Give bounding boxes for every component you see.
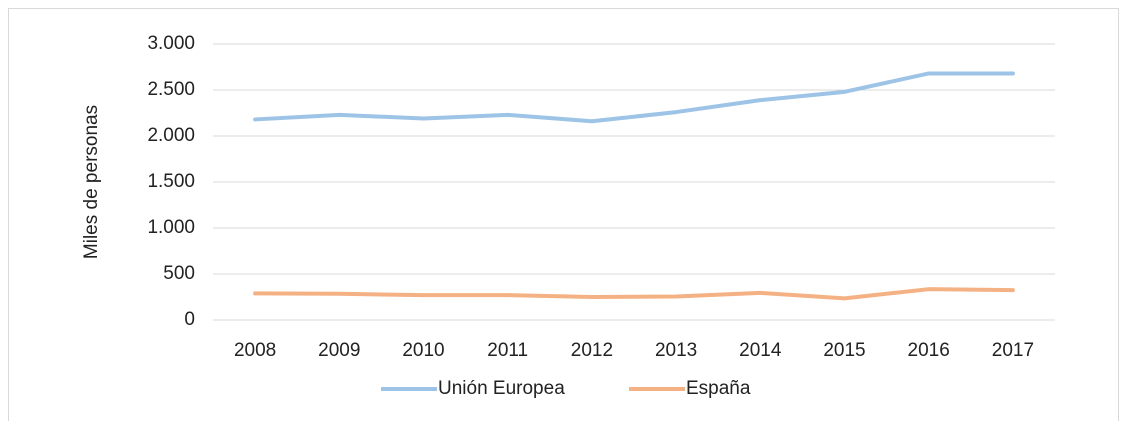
y-tick-label: 2.500 (147, 79, 195, 100)
x-tick-label: 2011 (487, 340, 528, 361)
x-tick-label: 2012 (571, 340, 613, 361)
x-tick-label: 2013 (655, 340, 697, 361)
x-tick-label: 2016 (908, 340, 950, 361)
y-tick-label: 3.000 (147, 33, 195, 54)
series-line (253, 287, 1015, 301)
series-line (253, 71, 1015, 124)
x-tick-label: 2014 (739, 340, 782, 361)
y-tick-label: 500 (163, 263, 195, 284)
chart-border (8, 8, 1119, 421)
y-tick-label: 0 (184, 309, 195, 330)
y-axis-label: Miles de personas (81, 105, 102, 259)
y-tick-label: 1.500 (147, 171, 195, 192)
x-tick-label: 2010 (402, 340, 444, 361)
legend-label: España (686, 378, 751, 399)
legend-label: Unión Europea (438, 378, 565, 399)
x-tick-label: 2009 (318, 340, 360, 361)
y-tick-label: 1.000 (147, 217, 195, 238)
x-tick-label: 2008 (234, 340, 276, 361)
x-tick-label: 2015 (823, 340, 865, 361)
y-tick-label: 2.000 (147, 125, 195, 146)
x-tick-label: 2017 (992, 340, 1034, 361)
